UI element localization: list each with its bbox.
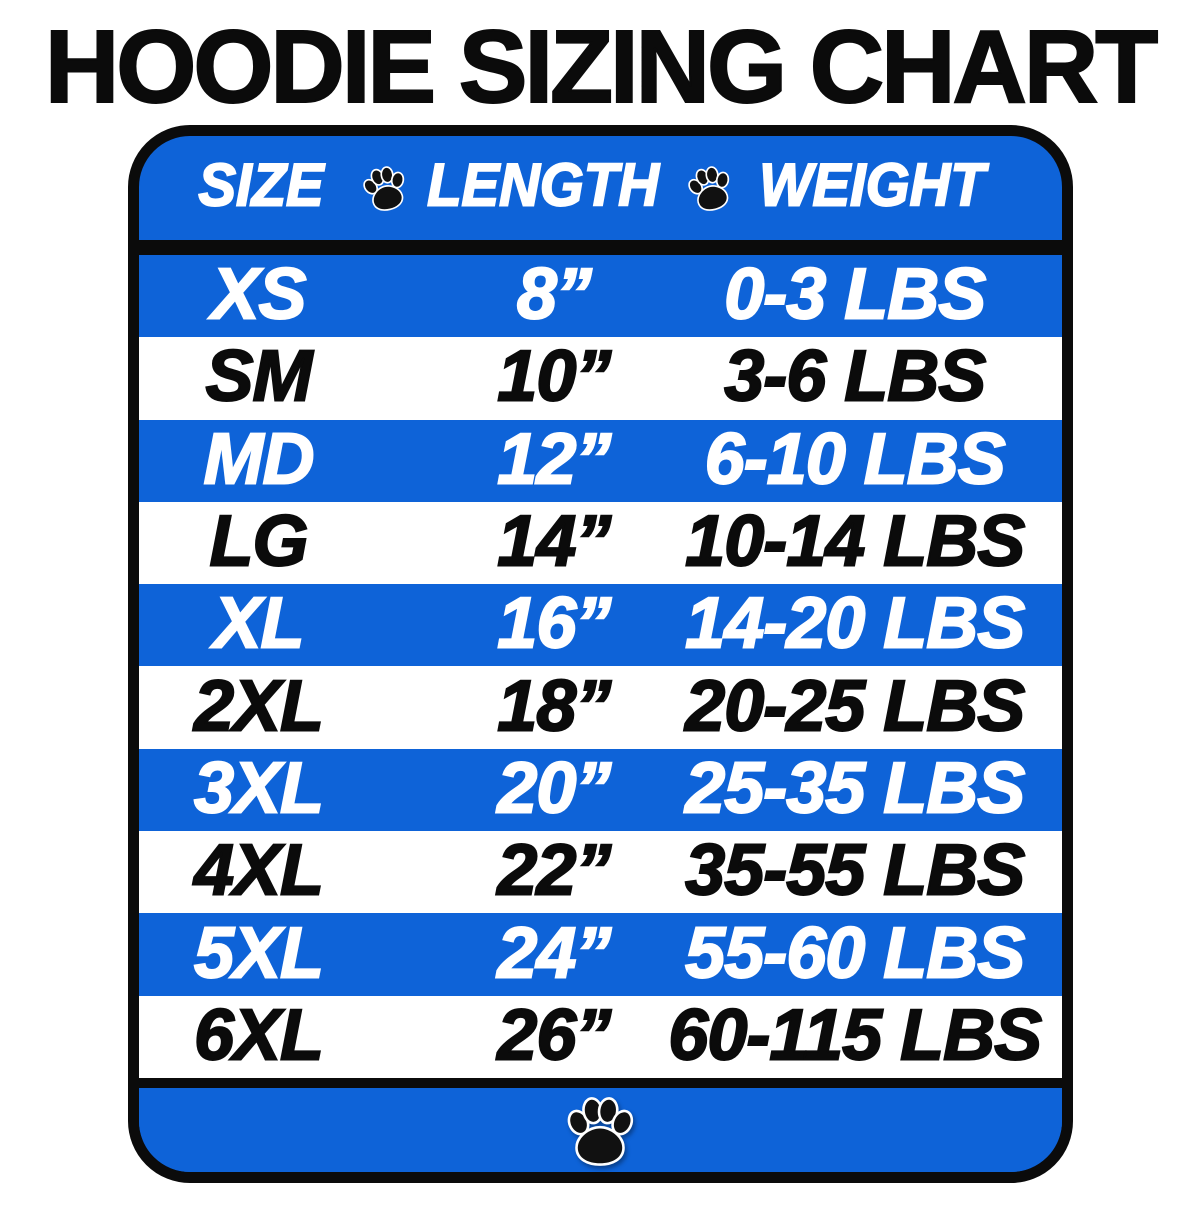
table-row: 2XL 18” 20-25 LBS [138, 665, 1062, 749]
paw-icon [681, 158, 739, 218]
length-cell: 12” [496, 418, 612, 500]
size-cell: 6XL [193, 994, 325, 1076]
length-cell: 10” [496, 336, 612, 418]
footer-divider [138, 1077, 1062, 1088]
table-row: 3XL 20” 25-35 LBS [138, 747, 1062, 832]
card-footer [138, 1087, 1062, 1172]
weight-cell: 25-35 LBS [684, 747, 1026, 829]
paw-icon [356, 158, 414, 218]
size-cell: LG [208, 500, 309, 582]
length-cell: 18” [496, 665, 612, 747]
header-length-label: LENGTH [426, 151, 660, 220]
page-title: HOODIE SIZING CHART [44, 9, 1159, 124]
table-body: XS 8” 0-3 LBS SM 10” 3-6 LBS MD 12” 6-10… [138, 254, 1062, 1078]
header-size-label: SIZE [198, 151, 325, 220]
table-row: LG 14” 10-14 LBS [138, 500, 1062, 585]
weight-cell: 35-55 LBS [684, 830, 1026, 912]
table-row: XS 8” 0-3 LBS [138, 254, 1062, 338]
weight-cell: 0-3 LBS [723, 254, 987, 336]
size-cell: 5XL [193, 912, 325, 994]
length-cell: 24” [496, 912, 612, 994]
weight-cell: 14-20 LBS [684, 583, 1026, 665]
table-row: MD 12” 6-10 LBS [138, 418, 1062, 502]
size-cell: MD [202, 418, 315, 500]
paw-icon [563, 1091, 637, 1169]
size-cell: 3XL [193, 747, 325, 829]
weight-cell: 6-10 LBS [704, 418, 1007, 500]
length-cell: 26” [496, 994, 612, 1076]
table-row: 5XL 24” 55-60 LBS [138, 912, 1062, 996]
length-cell: 22” [496, 830, 612, 912]
length-cell: 16” [496, 583, 612, 665]
weight-cell: 60-115 LBS [667, 994, 1043, 1076]
size-cell: 4XL [193, 830, 325, 912]
size-cell: XL [212, 583, 305, 665]
sizing-chart-card: SIZE LENGTH WEIGHT XS 8” 0-3 LBS SM 10” … [127, 125, 1073, 1183]
size-cell: 2XL [193, 665, 325, 747]
page: HOODIE SIZING CHART SIZE LENGTH WEIGHT X… [0, 9, 1200, 1214]
table-header: SIZE LENGTH WEIGHT [139, 136, 1062, 240]
weight-cell: 20-25 LBS [684, 665, 1026, 747]
weight-cell: 10-14 LBS [684, 500, 1026, 582]
table-row: SM 10” 3-6 LBS [138, 336, 1062, 420]
header-divider [138, 240, 1062, 255]
length-cell: 20” [496, 747, 612, 829]
table-row: 4XL 22” 35-55 LBS [138, 830, 1062, 914]
size-cell: XS [210, 254, 307, 336]
header-weight-label: WEIGHT [759, 151, 986, 220]
size-cell: SM [204, 336, 313, 418]
length-cell: 8” [516, 254, 593, 336]
weight-cell: 55-60 LBS [684, 912, 1026, 994]
weight-cell: 3-6 LBS [723, 336, 987, 418]
table-row: XL 16” 14-20 LBS [138, 583, 1062, 667]
length-cell: 14” [496, 500, 612, 582]
table-row: 6XL 26” 60-115 LBS [138, 994, 1062, 1078]
